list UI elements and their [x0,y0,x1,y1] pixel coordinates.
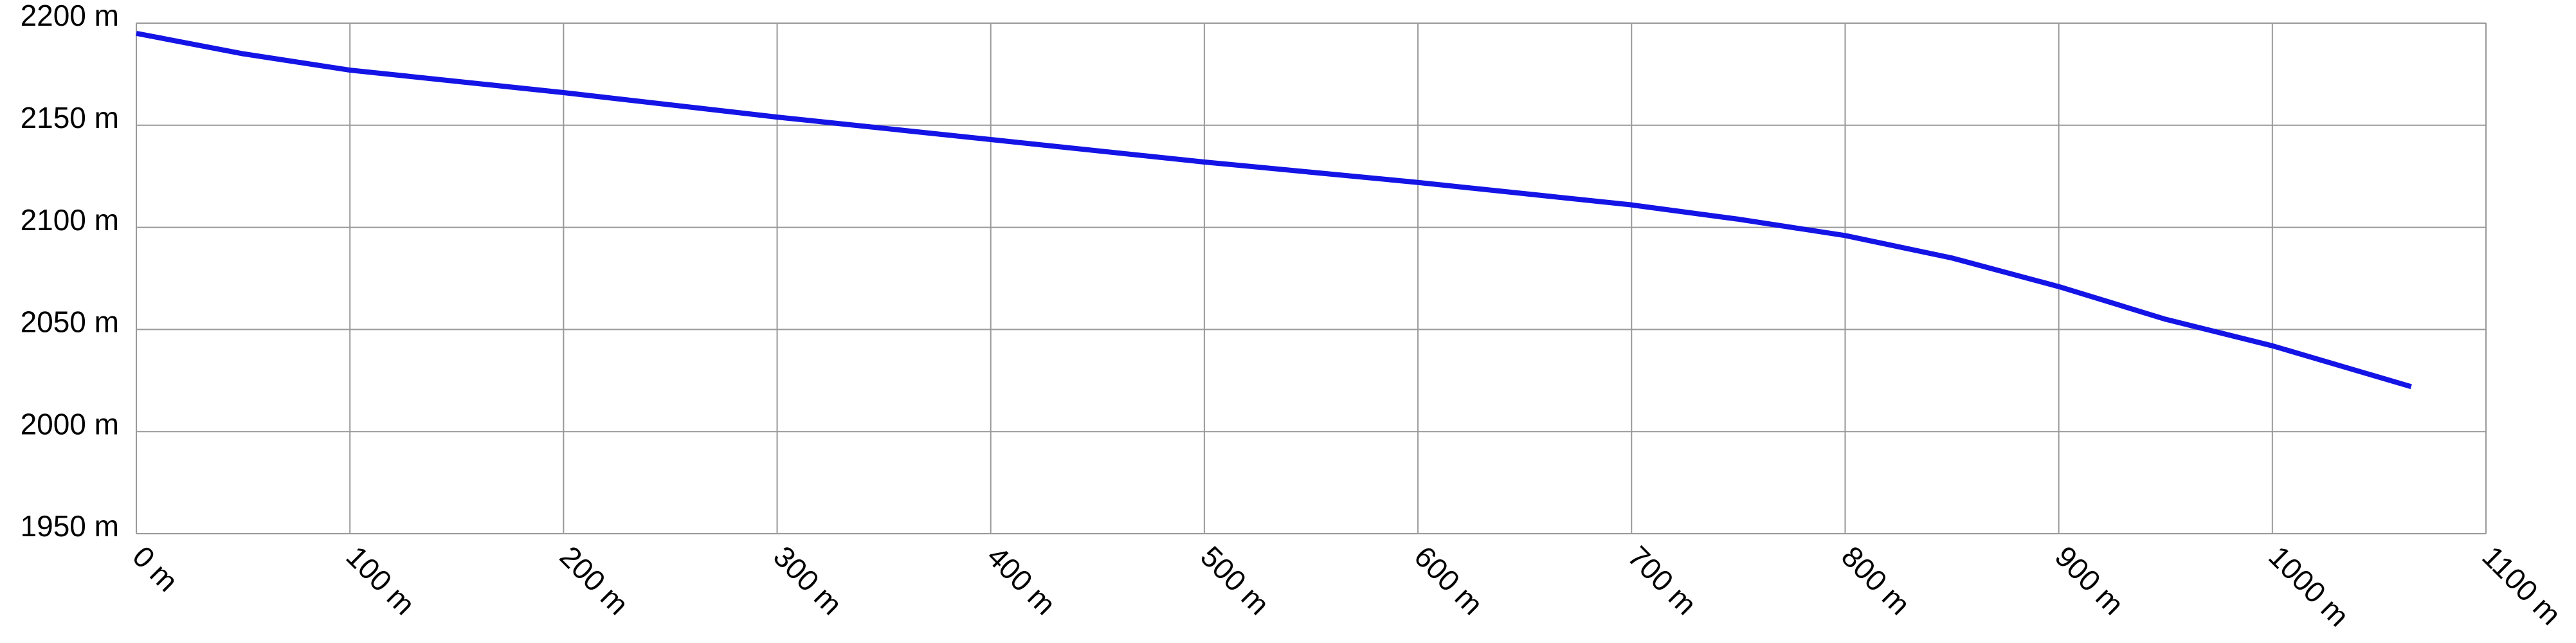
x-tick-label: 400 m [981,539,1062,621]
x-tick-label: 500 m [1194,539,1276,621]
y-tick-label: 2050 m [21,305,119,339]
x-tick-label: 900 m [2049,539,2130,621]
y-tick-label: 2100 m [21,203,119,237]
elevation-line [136,30,2412,390]
x-tick-label: 600 m [1408,539,1489,621]
x-tick-label: 200 m [554,539,635,621]
x-tick-label: 1100 m [2476,539,2568,631]
x-tick-label: 700 m [1622,539,1703,621]
y-tick-label: 2150 m [21,101,119,134]
x-tick-label: 100 m [340,539,422,621]
y-tick-label: 2200 m [21,0,119,32]
x-tick-label: 800 m [1835,539,1917,621]
x-tick-label: 300 m [767,539,849,621]
y-tick-label: 2000 m [21,407,119,440]
x-tick-label: 1000 m [2262,539,2355,633]
y-tick-label: 1950 m [21,509,119,543]
x-tick-label: 0 m [126,539,185,598]
